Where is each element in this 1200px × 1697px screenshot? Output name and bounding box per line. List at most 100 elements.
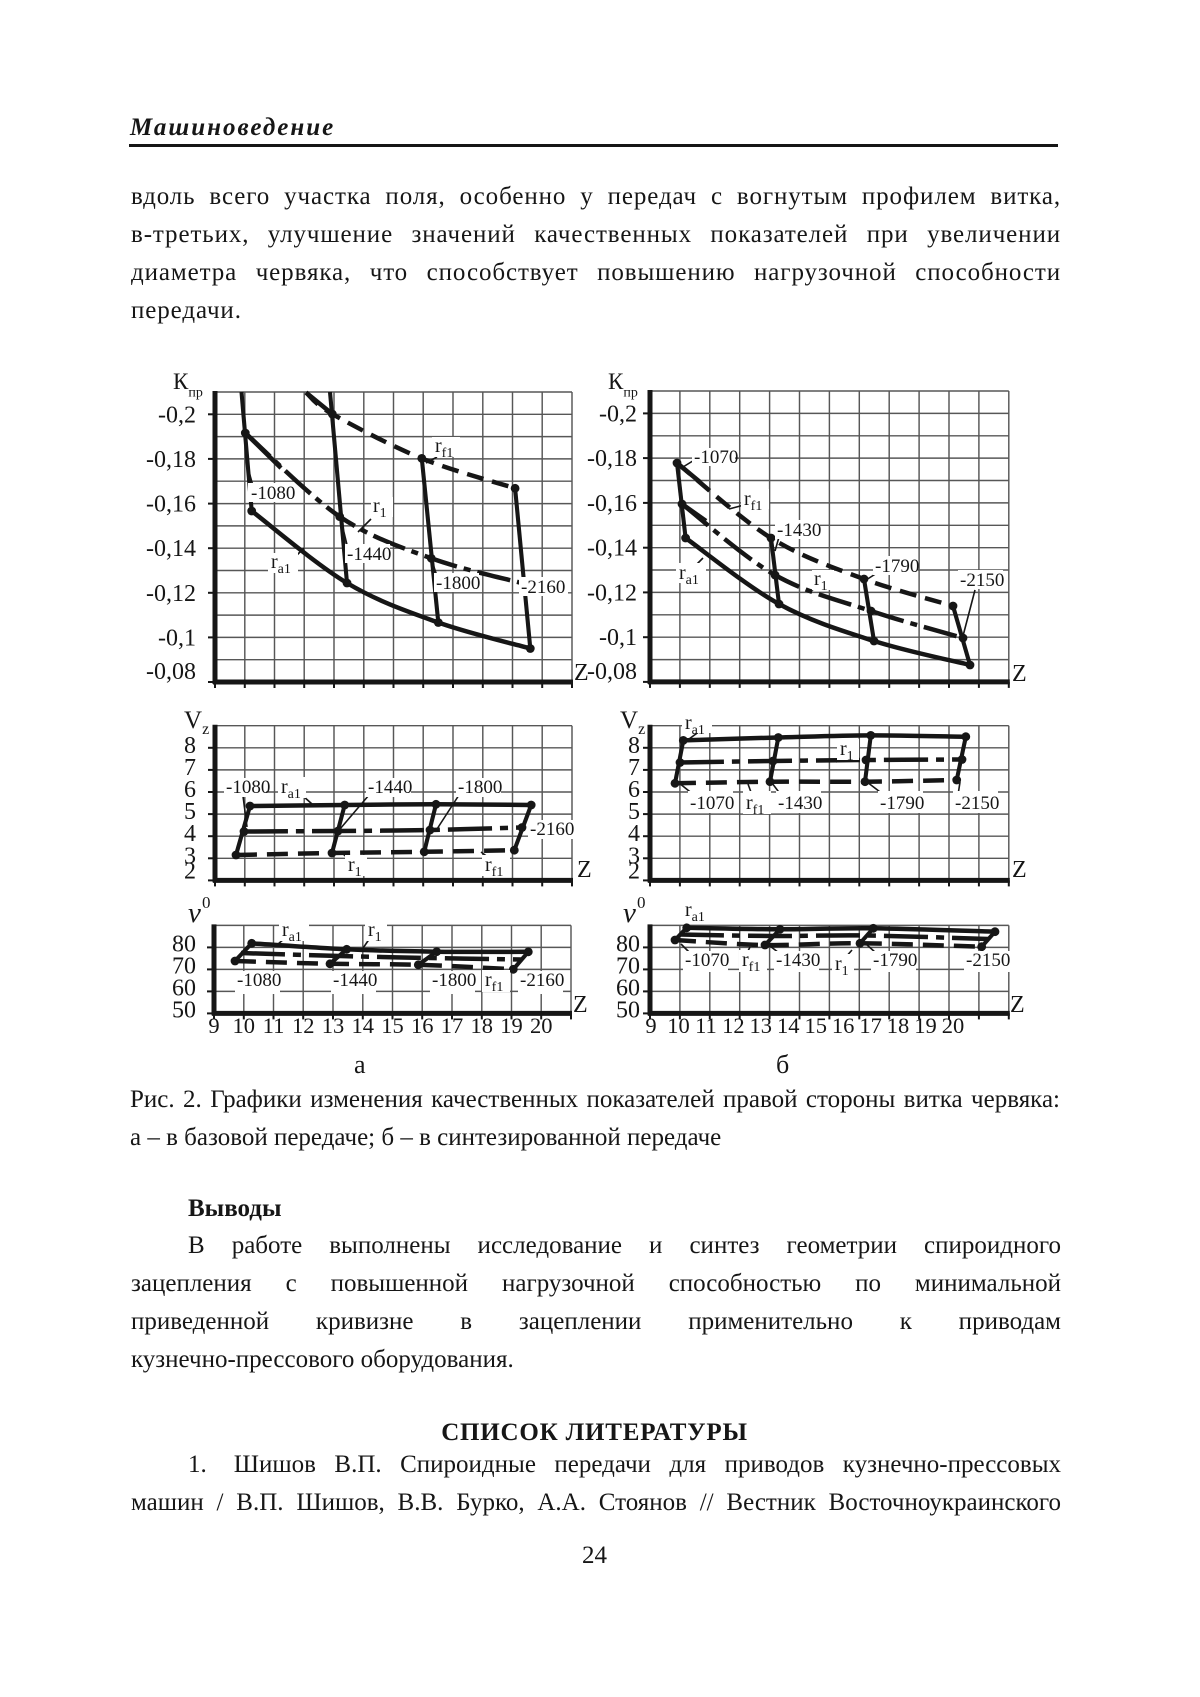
svg-text:18: 18 [887,1013,910,1038]
svg-text:4: 4 [628,821,640,847]
svg-text:-0,2: -0,2 [599,401,637,427]
svg-text:3: 3 [184,843,196,869]
svg-text:-1790: -1790 [880,793,924,814]
svg-text:rа1: rа1 [685,899,705,925]
svg-text:16: 16 [832,1013,855,1038]
svg-text:-0,18: -0,18 [587,446,637,472]
svg-text:19: 19 [500,1013,523,1038]
svg-text:8: 8 [628,733,640,759]
svg-text:-1430: -1430 [777,520,821,541]
svg-text:-1440: -1440 [333,970,377,991]
svg-text:-1070: -1070 [694,447,738,468]
svg-text:8: 8 [184,733,196,759]
svg-text:-1070: -1070 [685,950,729,971]
svg-text:-1790: -1790 [875,556,919,577]
svg-text:14: 14 [777,1013,800,1038]
svg-text:-1800: -1800 [432,970,476,991]
svg-text:20: 20 [942,1013,965,1038]
svg-text:а: а [354,1050,366,1079]
svg-text:70: 70 [172,953,196,979]
svg-text:-0,12: -0,12 [587,580,637,606]
svg-text:4: 4 [184,821,196,847]
svg-text:2: 2 [628,858,640,884]
svg-text:5: 5 [628,799,640,825]
svg-text:-1430: -1430 [776,950,820,971]
svg-text:-0,18: -0,18 [146,447,196,473]
svg-text:-0,12: -0,12 [146,581,196,607]
svg-text:2: 2 [184,858,196,884]
svg-text:-2160: -2160 [530,819,574,840]
svg-text:Vz: Vz [620,707,645,738]
svg-text:Z: Z [1010,992,1025,1018]
svg-text:Vz: Vz [184,707,209,738]
svg-text:20: 20 [530,1013,553,1038]
svg-text:-1080: -1080 [226,777,270,798]
svg-text:-0,1: -0,1 [599,625,637,651]
svg-text:18: 18 [471,1013,494,1038]
svg-text:11: 11 [695,1013,717,1038]
svg-text:-2160: -2160 [521,577,565,598]
svg-text:7: 7 [628,755,640,781]
svg-text:Кпр: Кпр [608,369,638,401]
svg-text:v: v [188,897,201,929]
svg-text:6: 6 [184,777,196,803]
svg-text:-0,14: -0,14 [146,536,196,562]
svg-text:-1070: -1070 [690,793,734,814]
svg-text:3: 3 [628,843,640,869]
svg-text:-2150: -2150 [955,793,999,814]
svg-text:-2160: -2160 [520,970,564,991]
svg-text:50: 50 [172,997,196,1023]
svg-text:7: 7 [184,755,196,781]
svg-text:13: 13 [322,1013,345,1038]
svg-text:-0,08: -0,08 [587,659,637,685]
svg-text:-1430: -1430 [778,793,822,814]
svg-text:60: 60 [172,975,196,1001]
svg-text:v: v [623,897,636,929]
svg-text:-1440: -1440 [347,544,391,565]
svg-text:6: 6 [628,777,640,803]
svg-text:-0,16: -0,16 [587,491,637,517]
svg-text:19: 19 [914,1013,937,1038]
svg-text:10: 10 [667,1013,690,1038]
svg-text:50: 50 [616,997,640,1023]
svg-text:9: 9 [645,1013,656,1038]
svg-text:-0,08: -0,08 [146,659,196,685]
svg-text:Z: Z [574,660,589,686]
svg-text:0: 0 [202,893,211,912]
svg-text:б: б [776,1050,789,1079]
svg-text:80: 80 [172,931,196,957]
svg-text:Z: Z [573,992,588,1018]
svg-text:-1800: -1800 [458,777,502,798]
svg-text:60: 60 [616,975,640,1001]
svg-text:12: 12 [292,1013,315,1038]
svg-text:14: 14 [352,1013,375,1038]
svg-text:12: 12 [722,1013,745,1038]
svg-text:15: 15 [381,1013,404,1038]
svg-text:-2150: -2150 [966,950,1010,971]
svg-text:16: 16 [411,1013,434,1038]
svg-text:-0,14: -0,14 [587,536,637,562]
svg-text:15: 15 [804,1013,827,1038]
svg-text:Кпр: Кпр [173,369,203,401]
svg-text:-1440: -1440 [368,777,412,798]
svg-text:0: 0 [637,893,646,912]
svg-text:Z: Z [1012,857,1027,883]
svg-text:-1800: -1800 [436,573,480,594]
svg-text:10: 10 [233,1013,256,1038]
svg-text:Z: Z [577,857,592,883]
svg-text:-0,16: -0,16 [146,492,196,518]
svg-text:17: 17 [859,1013,882,1038]
svg-text:70: 70 [616,953,640,979]
svg-text:-1790: -1790 [873,950,917,971]
svg-text:17: 17 [441,1013,464,1038]
svg-text:5: 5 [184,799,196,825]
svg-text:-0,1: -0,1 [158,625,196,651]
svg-text:-0,2: -0,2 [158,402,196,428]
svg-text:-2150: -2150 [960,570,1004,591]
svg-text:13: 13 [750,1013,773,1038]
svg-text:-1080: -1080 [237,970,281,991]
svg-text:11: 11 [263,1013,285,1038]
svg-text:9: 9 [208,1013,219,1038]
svg-text:Z: Z [1012,661,1027,687]
svg-text:80: 80 [616,931,640,957]
